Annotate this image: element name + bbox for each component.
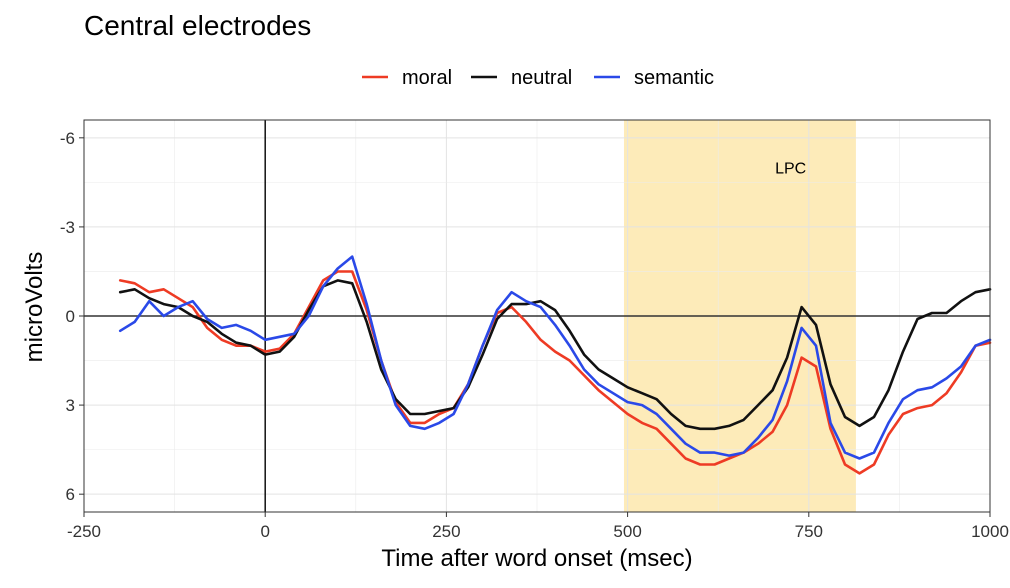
y-tick-label: -3: [60, 218, 75, 237]
x-axis-title: Time after word onset (msec): [381, 545, 692, 572]
legend-label-moral: moral: [402, 67, 452, 89]
x-tick-label: 1000: [971, 522, 1009, 541]
series-line-moral: [118, 270, 992, 475]
y-axis-title: microVolts: [21, 252, 48, 363]
x-tick-label: -250: [67, 522, 101, 541]
x-tick-label: 0: [260, 522, 269, 541]
lpc-annotation: LPC: [775, 160, 806, 177]
series-line-neutral: [118, 279, 992, 431]
legend-label-neutral: neutral: [511, 67, 572, 89]
legend-label-semantic: semantic: [634, 67, 714, 89]
x-axis: -250 0 250 500 750 1000: [67, 512, 1009, 541]
y-tick-label: 0: [66, 307, 75, 326]
legend: moral neutral semantic: [362, 67, 714, 89]
series-line-semantic: [118, 255, 992, 460]
x-tick-label: 250: [432, 522, 460, 541]
plot-area: LPC: [83, 119, 992, 513]
y-tick-label: -6: [60, 129, 75, 148]
y-tick-label: 3: [66, 396, 75, 415]
x-tick-label: 500: [613, 522, 641, 541]
chart-title: Central electrodes: [84, 10, 311, 41]
x-tick-label: 750: [795, 522, 823, 541]
y-tick-label: 6: [66, 485, 75, 504]
y-axis: -6 -3 0 3 6: [60, 129, 84, 504]
